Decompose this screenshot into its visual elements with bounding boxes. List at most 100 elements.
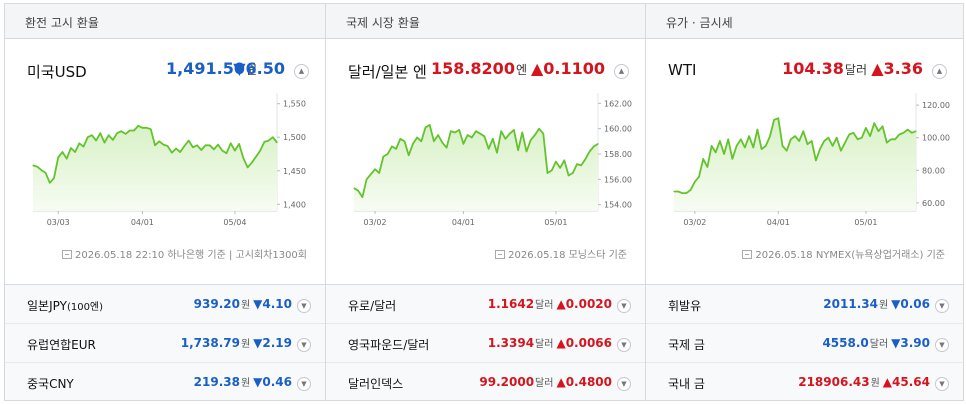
data-point (353, 187, 355, 189)
item-name[interactable]: 국제 금 (668, 336, 705, 353)
data-point (840, 150, 842, 152)
data-point (551, 169, 553, 172)
list-item[interactable]: 달러인덱스 99.2000달러 ▲0.4800 ▼ (326, 363, 645, 400)
chevron-down-icon[interactable]: ▼ (935, 299, 949, 313)
data-point (66, 158, 68, 160)
item-name[interactable]: 영국파운드/달러 (348, 336, 429, 353)
data-point (450, 130, 452, 132)
item-change: 0.0066 (565, 336, 612, 350)
chevron-up-icon[interactable]: ▲ (932, 64, 947, 79)
chevron-down-icon[interactable]: ▼ (935, 338, 949, 352)
list-item[interactable]: 유럽연합EUR 1,738.79원 ▼2.19 ▼ (5, 324, 325, 363)
item-name[interactable]: 휘발유 (668, 297, 701, 314)
source-info: 2026.05.18 22:10 하나은행 기준 | 고시회차1300회 (62, 246, 307, 261)
data-point (188, 139, 190, 142)
main-commodity-name[interactable]: WTI (668, 61, 697, 79)
item-name[interactable]: 달러인덱스 (348, 375, 403, 392)
list-item[interactable]: 국내 금 218906.43원 ▲45.64 ▼ (646, 363, 963, 400)
data-point (513, 129, 515, 131)
chevron-down-icon[interactable]: ▼ (297, 377, 311, 391)
data-point (40, 169, 43, 171)
main-value-unit: 원 (245, 63, 257, 77)
main-currency-name[interactable]: 미국USD (27, 63, 87, 81)
data-point (225, 152, 228, 154)
data-point (677, 190, 679, 193)
chevron-up-icon[interactable]: ▲ (614, 64, 629, 79)
y-tick-label: 80.00 (922, 166, 945, 175)
data-point (756, 128, 759, 131)
data-point (567, 174, 570, 177)
data-point (116, 132, 118, 134)
item-quote: 219.38원 ▼0.46 ▼ (194, 374, 311, 391)
chevron-down-icon[interactable]: ▼ (935, 377, 949, 391)
panel-header-title[interactable]: 국제 시장 환율 (346, 16, 420, 30)
y-tick-label: 60.00 (922, 199, 945, 208)
item-change: 0.4800 (565, 375, 612, 389)
data-point (882, 125, 884, 127)
data-point (416, 136, 418, 139)
item-quote: 939.20원 ▼4.10 ▼ (194, 296, 311, 313)
item-name[interactable]: 중국CNY (27, 375, 74, 392)
data-point (267, 139, 270, 142)
chevron-down-icon[interactable]: ▼ (617, 338, 631, 352)
item-unit: 달러 (535, 378, 554, 389)
chevron-down-icon[interactable]: ▼ (617, 299, 631, 313)
chevron-up-icon[interactable]: ▲ (294, 64, 309, 79)
y-tick-label: 1,500 (283, 133, 306, 142)
item-name-text: 달러인덱스 (348, 377, 404, 391)
chevron-down-icon[interactable]: ▼ (297, 338, 311, 352)
data-point (391, 145, 393, 147)
main-change-value: 3.36 (883, 59, 923, 78)
data-point (61, 151, 64, 153)
data-point (777, 117, 779, 119)
data-point (112, 139, 114, 141)
item-change: 4.10 (262, 297, 292, 311)
chevron-down-icon[interactable]: ▼ (617, 377, 631, 391)
oil-gold-panel: 유가 · 금시세 WTI 104.38달러 ▲3.36 ▲ 120.00 100.… (645, 3, 964, 401)
item-name[interactable]: 유럽연합EUR (27, 336, 96, 353)
data-point (171, 152, 173, 154)
data-point (740, 138, 742, 140)
list-item[interactable]: 국제 금 4558.0달러 ▼3.90 ▼ (646, 324, 963, 363)
main-value-number: 158.8200 (430, 59, 515, 78)
data-point (230, 142, 232, 144)
up-arrow-icon: ▲ (530, 59, 544, 78)
item-value: 4558.0 (822, 336, 869, 350)
chevron-down-icon[interactable]: ▼ (297, 299, 311, 313)
item-quote: 1.3394달러 ▲0.0066 ▼ (488, 335, 631, 352)
item-value: 219.38 (193, 375, 240, 389)
data-point (366, 178, 368, 180)
data-point (141, 127, 143, 129)
data-point (441, 142, 443, 144)
data-point (911, 132, 913, 134)
data-point (45, 172, 47, 174)
data-point (555, 161, 557, 163)
item-name-text: 영국파운드/달러 (348, 338, 430, 352)
data-point (133, 129, 135, 132)
item-unit: 달러 (869, 339, 889, 350)
list-item[interactable]: 중국CNY 219.38원 ▼0.46 ▼ (5, 363, 325, 400)
data-point (769, 135, 771, 137)
list-item[interactable]: 영국파운드/달러 1.3394달러 ▲0.0066 ▼ (326, 324, 645, 363)
list-item[interactable]: 일본JPY(100엔) 939.20원 ▼4.10 ▼ (5, 285, 325, 324)
item-name[interactable]: 국내 금 (668, 375, 705, 392)
data-point (91, 134, 93, 136)
panel-header: 국제 시장 환율 (326, 4, 645, 39)
data-point (255, 156, 257, 158)
list-item[interactable]: 유로/달러 1.1642달러 ▲0.0020 ▼ (326, 285, 645, 324)
data-point (894, 138, 896, 140)
data-point (259, 150, 261, 152)
data-point (36, 166, 38, 168)
main-currency-name[interactable]: 달러/일본 엔 (348, 63, 427, 81)
data-point (276, 142, 278, 144)
data-point (370, 173, 372, 175)
panel-header-title[interactable]: 유가 · 금시세 (666, 16, 733, 30)
panel-header-title[interactable]: 환전 고시 환율 (25, 16, 99, 30)
data-point (827, 137, 829, 139)
item-quote: 1.1642달러 ▲0.0020 ▼ (488, 296, 631, 313)
list-item[interactable]: 휘발유 2011.34원 ▼0.06 ▼ (646, 285, 963, 324)
item-name[interactable]: 유로/달러 (348, 297, 396, 314)
data-point (458, 129, 460, 131)
item-name[interactable]: 일본JPY(100엔) (27, 297, 103, 314)
